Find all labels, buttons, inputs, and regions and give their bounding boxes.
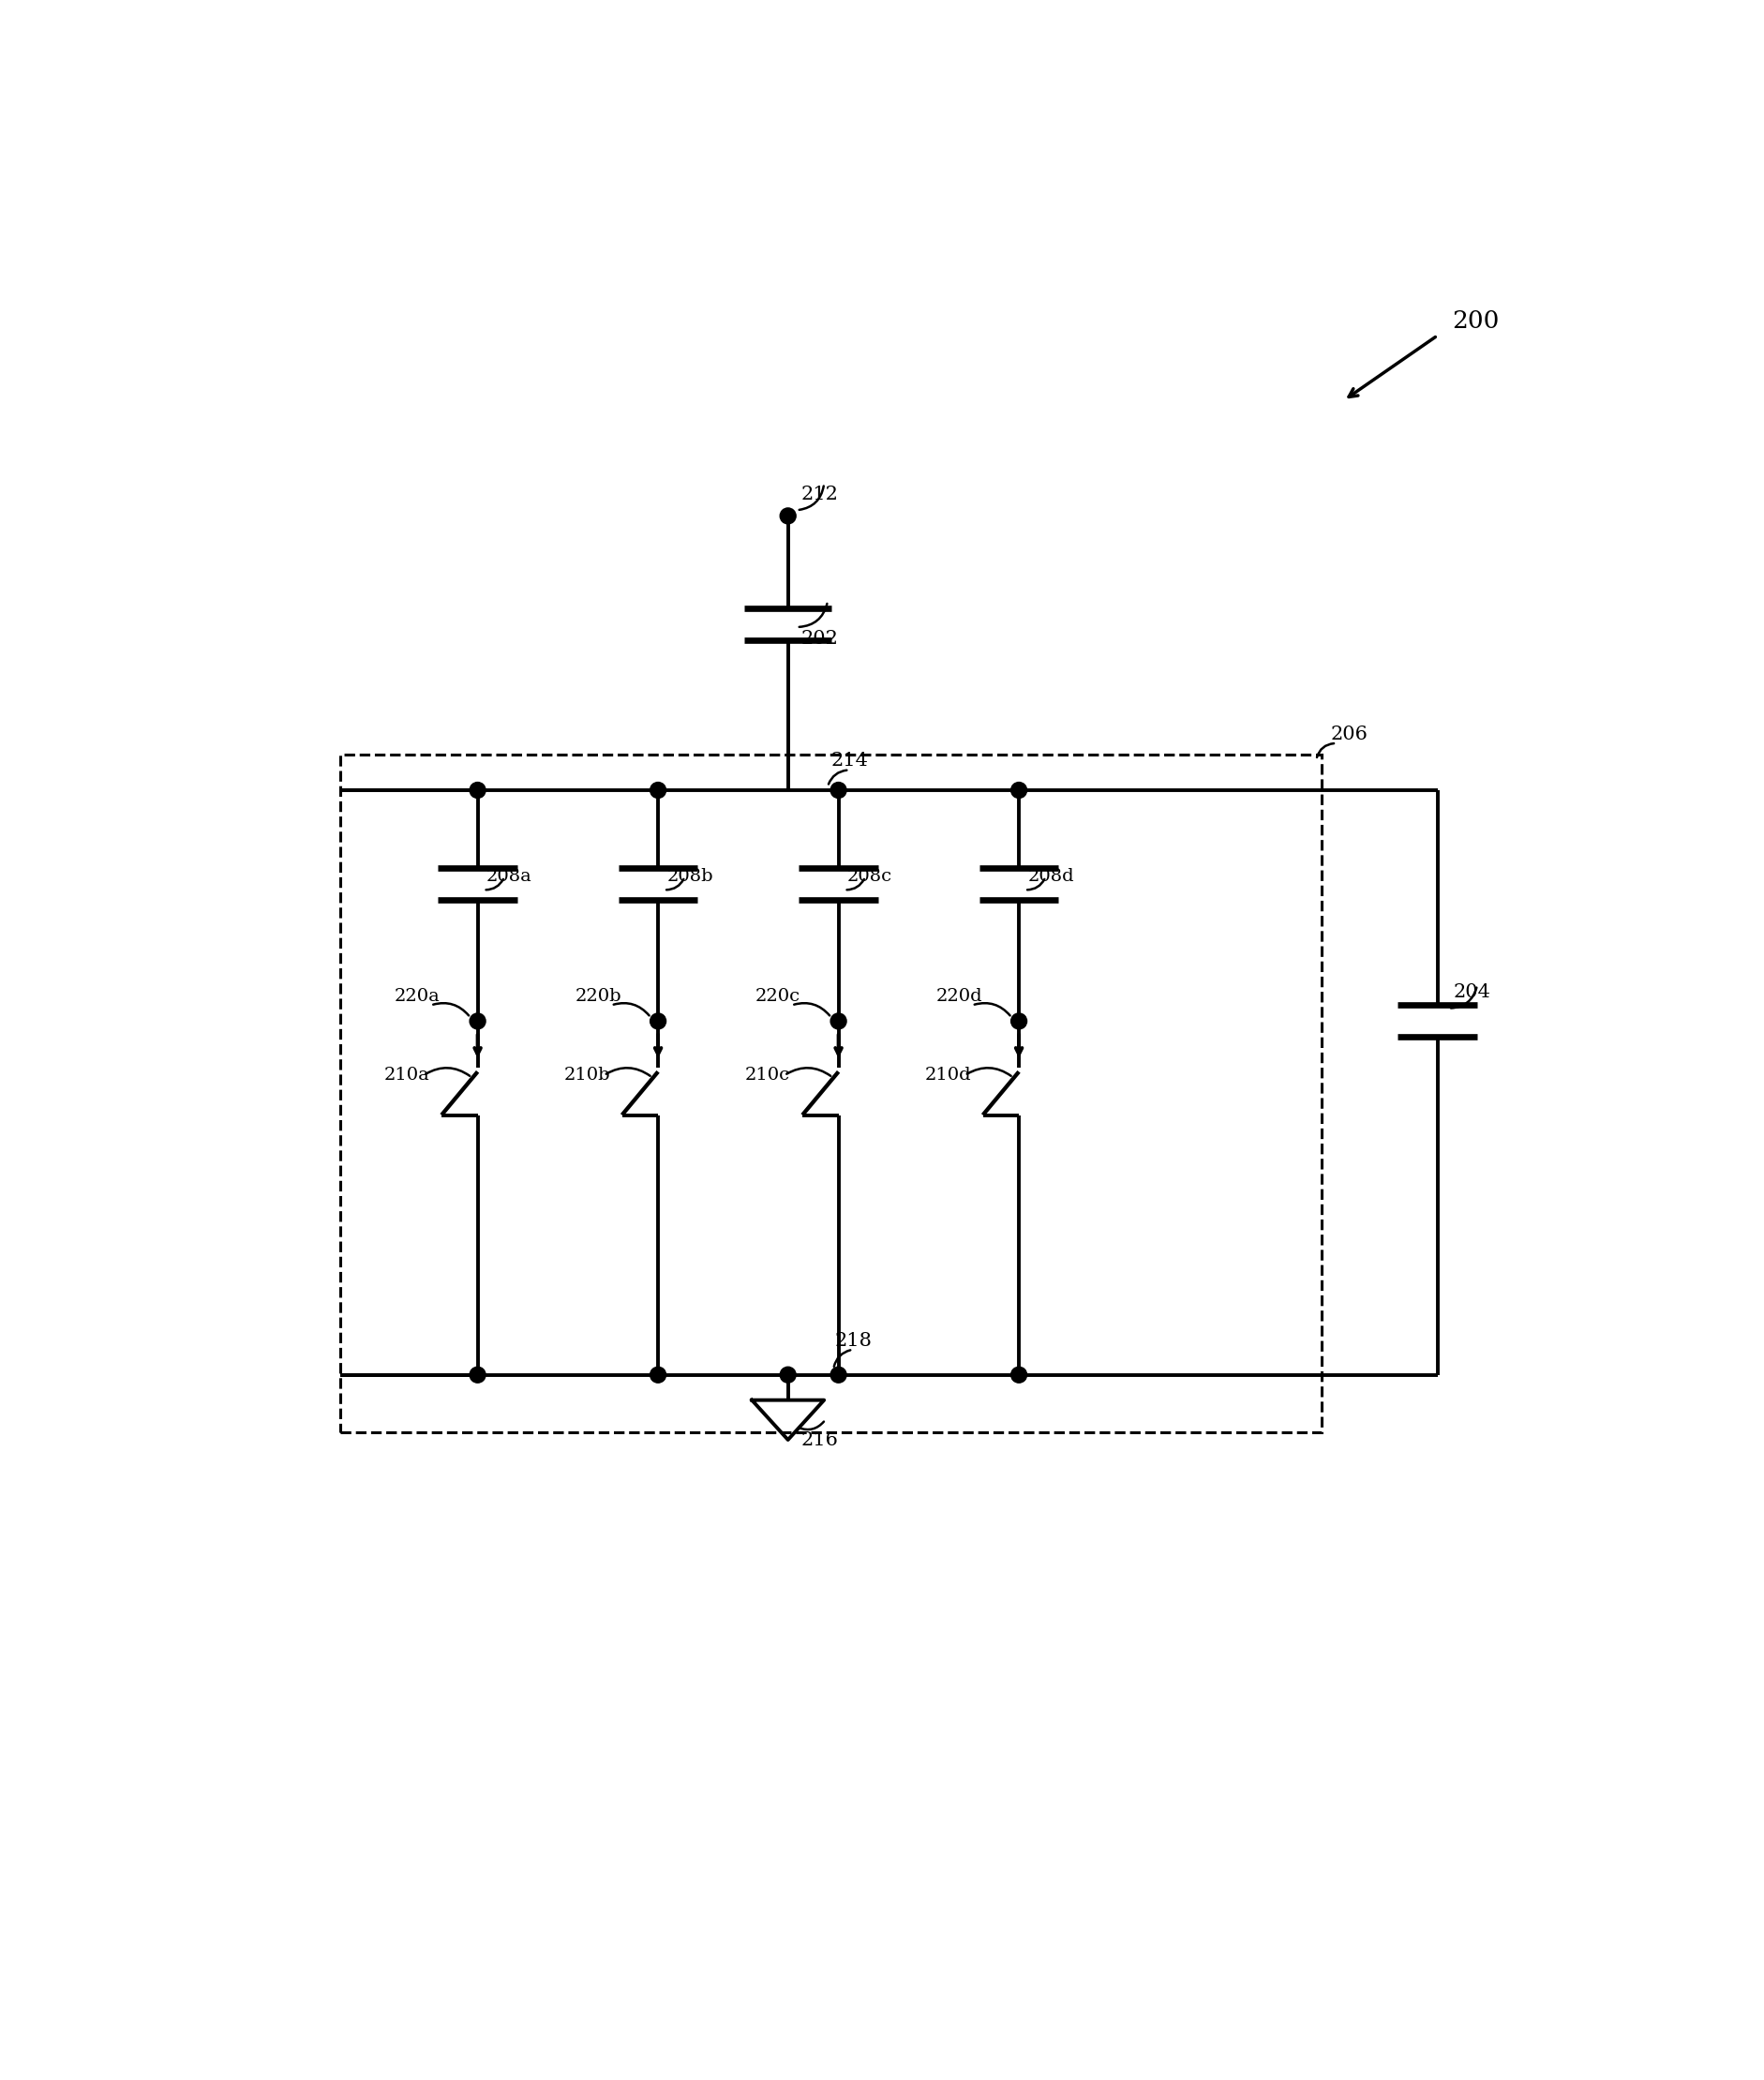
- Text: 220d: 220d: [935, 988, 983, 1005]
- Text: 220b: 220b: [575, 988, 621, 1005]
- Circle shape: [649, 1013, 665, 1030]
- Text: 210c: 210c: [744, 1067, 789, 1084]
- Circle shape: [831, 1013, 847, 1030]
- Circle shape: [1011, 1367, 1027, 1383]
- Text: 208a: 208a: [487, 867, 531, 886]
- Circle shape: [649, 1367, 665, 1383]
- Text: 210d: 210d: [924, 1067, 972, 1084]
- Text: 204: 204: [1452, 984, 1491, 1000]
- Text: 208d: 208d: [1027, 867, 1074, 886]
- Circle shape: [831, 1367, 847, 1383]
- Text: 220a: 220a: [395, 988, 439, 1005]
- Bar: [340, 755, 1321, 1433]
- Circle shape: [1011, 1013, 1027, 1030]
- Text: 214: 214: [831, 753, 868, 770]
- Text: 206: 206: [1330, 726, 1367, 743]
- Circle shape: [469, 1013, 485, 1030]
- Circle shape: [780, 508, 796, 524]
- Text: 208c: 208c: [847, 867, 893, 886]
- Text: 208b: 208b: [667, 867, 713, 886]
- Text: 210a: 210a: [383, 1067, 429, 1084]
- Circle shape: [649, 782, 665, 799]
- Circle shape: [469, 782, 485, 799]
- Text: 218: 218: [834, 1331, 871, 1350]
- Text: 212: 212: [801, 485, 838, 503]
- Text: 216: 216: [801, 1431, 838, 1448]
- Text: 210b: 210b: [564, 1067, 610, 1084]
- Circle shape: [469, 1367, 485, 1383]
- Circle shape: [1011, 782, 1027, 799]
- Circle shape: [831, 782, 847, 799]
- Text: 220c: 220c: [755, 988, 801, 1005]
- Text: 202: 202: [801, 630, 838, 647]
- Text: 200: 200: [1452, 310, 1498, 333]
- Circle shape: [780, 1367, 796, 1383]
